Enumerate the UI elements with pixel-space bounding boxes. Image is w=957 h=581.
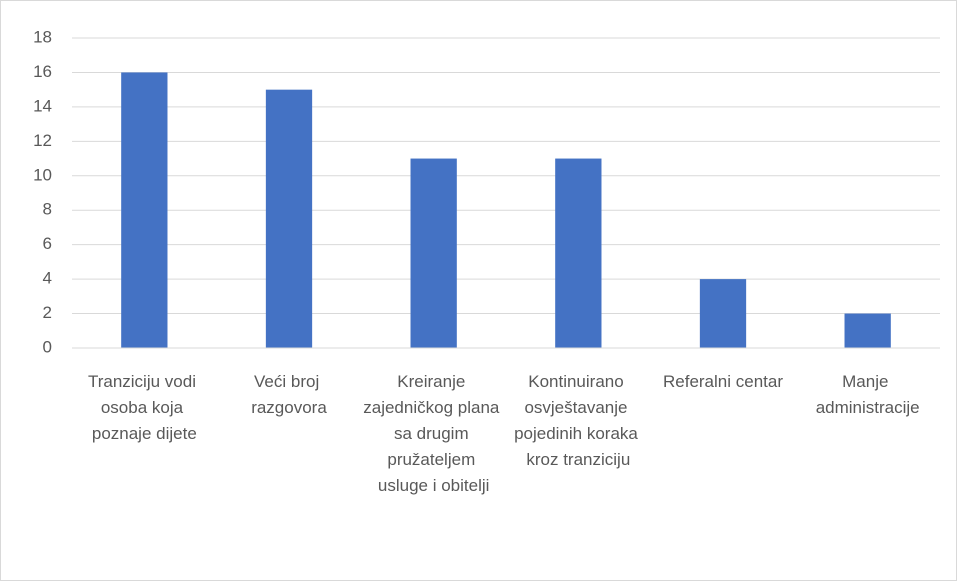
x-tick-label: Referalni centar [663, 372, 783, 391]
y-tick-label: 10 [33, 165, 52, 184]
y-tick-label: 4 [43, 269, 52, 288]
y-tick-label: 18 [33, 27, 52, 46]
x-tick-label: Tranziciju vodi osoba koja poznaje dijet… [88, 372, 201, 443]
bar [410, 158, 457, 348]
y-tick-label: 12 [33, 131, 52, 150]
y-tick-label: 8 [43, 200, 52, 219]
bar [121, 72, 168, 348]
x-tick-label: Kontinuirano osvještavanje pojedinih kor… [514, 372, 643, 469]
x-tick-label: Veći broj razgovora [251, 372, 327, 417]
y-tick-label: 6 [43, 234, 52, 253]
bar [555, 158, 602, 348]
x-tick-label: Manje administracije [816, 372, 920, 417]
y-tick-label: 0 [43, 337, 52, 356]
y-tick-label: 2 [43, 303, 52, 322]
y-tick-label: 14 [33, 96, 52, 115]
x-tick-label: Kreiranje zajedničkog plana sa drugim pr… [363, 372, 504, 495]
bar [844, 313, 891, 348]
y-tick-label: 16 [33, 62, 52, 81]
bar [265, 89, 313, 349]
bar [699, 279, 747, 348]
